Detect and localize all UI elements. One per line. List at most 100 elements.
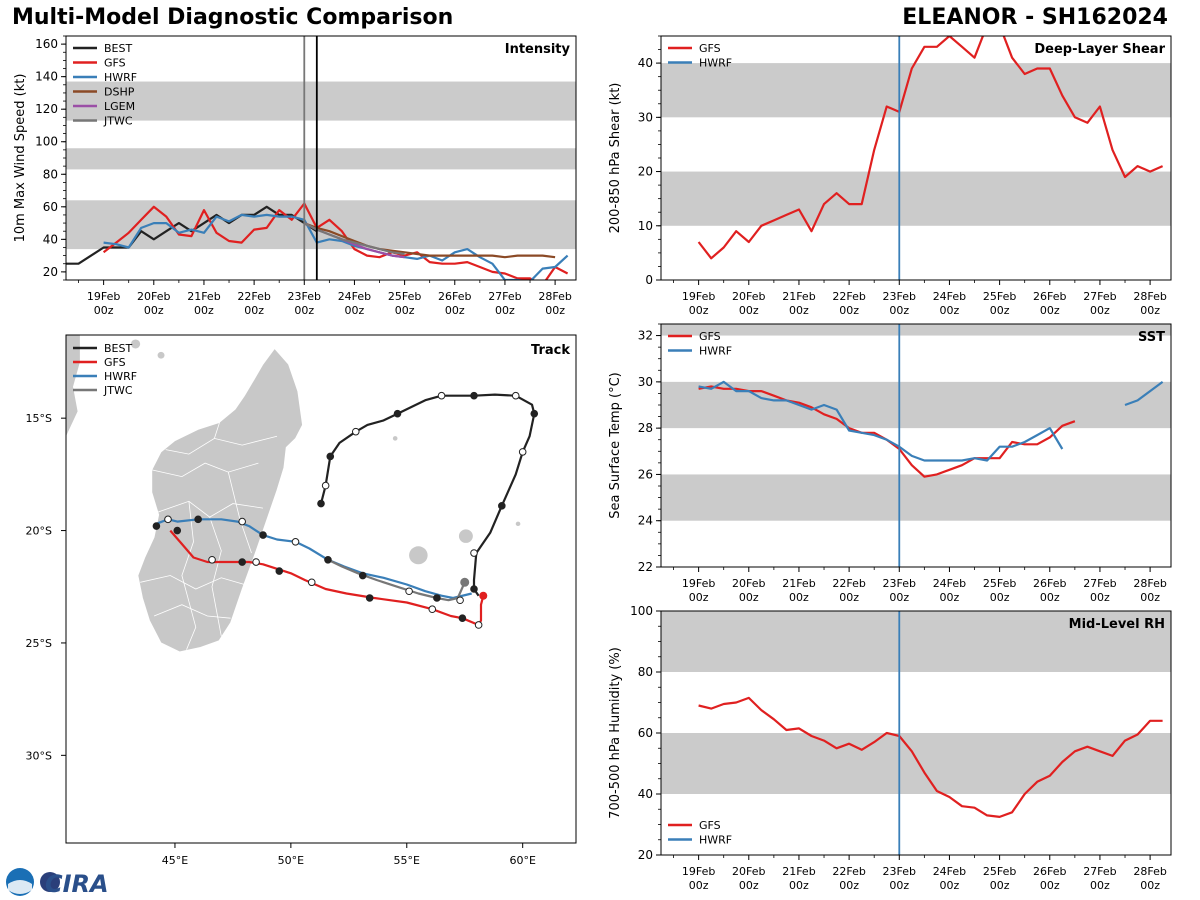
- x-tick-label: 26Feb: [1033, 577, 1066, 590]
- legend-label-best: BEST: [104, 42, 132, 55]
- island: [157, 351, 165, 359]
- x-tick-label: 25Feb: [983, 577, 1016, 590]
- track-marker-hwrf: [194, 515, 202, 524]
- legend-label-jtwc: JTWC: [103, 115, 133, 128]
- y-tick-label: 30°S: [26, 749, 52, 762]
- shaded-band: [661, 474, 1171, 521]
- x-tick-sublabel: 00z: [689, 591, 709, 604]
- x-tick-label: 21Feb: [782, 290, 815, 303]
- x-tick-sublabel: 00z: [1090, 304, 1110, 317]
- y-tick-label: 10: [638, 219, 653, 233]
- region-boundary: [153, 604, 231, 619]
- island: [392, 436, 398, 441]
- legend-label-hwrf: HWRF: [699, 57, 732, 70]
- x-tick-label: 23Feb: [883, 865, 916, 878]
- track-marker-gfs: [428, 605, 437, 614]
- x-tick-label: 20Feb: [732, 865, 765, 878]
- axes-frame: [65, 334, 577, 844]
- shaded-band: [66, 148, 576, 170]
- x-tick-label: 28Feb: [1133, 290, 1166, 303]
- series-line-dshp: [303, 222, 556, 259]
- track-marker-hwrf: [433, 594, 441, 602]
- y-tick-label: 20°S: [26, 525, 52, 538]
- x-tick-label: 26Feb: [438, 290, 471, 303]
- track-marker-jtwc: [460, 577, 470, 587]
- region-boundary: [181, 501, 197, 650]
- panel-title: Deep-Layer Shear: [1034, 42, 1165, 57]
- track-marker-best: [393, 409, 402, 418]
- x-tick-label: 50°E: [278, 854, 304, 867]
- track-marker-best: [470, 391, 478, 400]
- x-tick-sublabel: 00z: [144, 304, 164, 317]
- track-marker-best: [530, 409, 539, 418]
- x-tick-sublabel: 00z: [1040, 304, 1060, 317]
- shaded-band: [661, 63, 1171, 118]
- track-marker-best: [470, 549, 478, 557]
- x-tick-label: 28Feb: [538, 290, 571, 303]
- x-tick-label: 22Feb: [832, 577, 865, 590]
- x-tick-sublabel: 00z: [739, 591, 759, 604]
- track-marker-best: [437, 391, 446, 400]
- logo-text: CIRA: [45, 870, 109, 898]
- track-marker-hwrf: [456, 596, 464, 605]
- panel-title: Track: [531, 343, 570, 358]
- y-tick-label: 32: [638, 329, 653, 343]
- x-tick-label: 22Feb: [237, 290, 270, 303]
- y-tick-label: 140: [35, 70, 58, 84]
- x-tick-label: 26Feb: [1033, 290, 1066, 303]
- island: [515, 521, 521, 527]
- legend-label-hwrf: HWRF: [699, 834, 732, 847]
- x-tick-sublabel: 00z: [194, 304, 214, 317]
- y-tick-label: 20: [638, 165, 653, 179]
- series-line-gfs: [102, 202, 569, 280]
- x-tick-label: 22Feb: [832, 290, 865, 303]
- y-tick-label: 30: [638, 375, 653, 389]
- track-marker-gfs: [307, 578, 316, 587]
- legend-label-dshp: DSHP: [104, 86, 135, 99]
- series-line-jtwc: [303, 222, 405, 256]
- track-marker-gfs: [173, 526, 182, 535]
- track-marker-gfs: [275, 567, 284, 575]
- x-tick-label: 27Feb: [1083, 577, 1116, 590]
- track-marker-best: [317, 499, 325, 508]
- x-tick-label: 60°E: [509, 854, 535, 867]
- shaded-band: [66, 81, 576, 121]
- y-tick-label: 26: [638, 467, 653, 481]
- x-tick-sublabel: 00z: [990, 591, 1010, 604]
- y-tick-label: 30: [638, 110, 653, 124]
- series-line-hwrf: [103, 213, 569, 280]
- shear-panel: 01020304019Feb00z20Feb00z21Feb00z22Feb00…: [608, 35, 1172, 317]
- island: [130, 339, 141, 349]
- x-tick-sublabel: 00z: [789, 304, 809, 317]
- shaded-band: [661, 611, 1171, 672]
- plot-area: [66, 202, 569, 280]
- legend-label-hwrf: HWRF: [104, 370, 137, 383]
- x-tick-label: 27Feb: [1083, 865, 1116, 878]
- legend-label-best: BEST: [104, 342, 132, 355]
- x-tick-sublabel: 00z: [1140, 304, 1160, 317]
- legend-label-gfs: GFS: [699, 819, 721, 832]
- x-tick-label: 26Feb: [1033, 865, 1066, 878]
- x-tick-sublabel: 00z: [889, 879, 909, 892]
- x-tick-label: 21Feb: [187, 290, 220, 303]
- track-panel: 45°E 50°E 55°E 60°E 15°S 20°S 25°S 30°S Track BES…: [26, 334, 577, 867]
- track-line-hwrf: [156, 518, 472, 600]
- series-line-best: [66, 205, 318, 265]
- x-tick-label: 19Feb: [682, 290, 715, 303]
- x-tick-label: 25Feb: [983, 290, 1016, 303]
- y-axis-label: 10m Max Wind Speed (kt): [13, 74, 28, 243]
- x-tick-sublabel: 00z: [990, 879, 1010, 892]
- shaded-band: [661, 733, 1171, 794]
- x-tick-label: 25Feb: [388, 290, 421, 303]
- y-axis-label: 200-850 hPa Shear (kt): [608, 83, 623, 234]
- y-tick-label: 80: [43, 167, 58, 181]
- y-axis-label: Sea Surface Temp (°C): [608, 372, 623, 519]
- track-marker-hwrf: [324, 555, 332, 564]
- y-tick-label: 120: [35, 102, 58, 116]
- legend-label-gfs: GFS: [104, 57, 126, 70]
- track-line-best: [319, 393, 536, 597]
- track-marker-best: [518, 448, 527, 456]
- track-marker-hwrf: [152, 522, 161, 530]
- track-marker-best: [326, 452, 335, 461]
- intensity-panel: 2040608010012014016019Feb00z20Feb00z21Fe…: [13, 35, 577, 317]
